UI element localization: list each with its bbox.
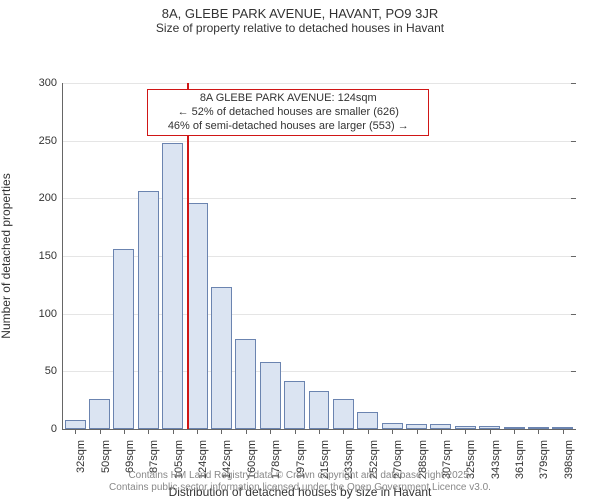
y-tick-label: 200	[39, 192, 63, 204]
y-tick-label: 100	[39, 308, 63, 320]
footer-line: Contains public sector information licen…	[0, 482, 600, 494]
histogram-bar	[309, 391, 330, 429]
histogram-bar	[357, 412, 378, 429]
histogram-bar	[162, 143, 183, 429]
histogram-bar	[65, 420, 86, 429]
histogram-bar	[235, 339, 256, 429]
title-line-2: Size of property relative to detached ho…	[0, 21, 600, 35]
histogram-bar	[260, 362, 281, 429]
annotation-line: ← 52% of detached houses are smaller (62…	[154, 106, 422, 120]
annotation-line: 8A GLEBE PARK AVENUE: 124sqm	[154, 92, 422, 106]
annotation-line: 46% of semi-detached houses are larger (…	[154, 120, 422, 134]
annotation-box: 8A GLEBE PARK AVENUE: 124sqm← 52% of det…	[147, 89, 429, 136]
x-tick-label: 32sqm	[75, 436, 87, 473]
gridline	[63, 83, 575, 84]
y-tick-label: 0	[51, 423, 63, 435]
gridline	[63, 141, 575, 142]
y-tick-label: 50	[45, 365, 63, 377]
footer-line: Contains HM Land Registry data © Crown c…	[0, 470, 600, 482]
histogram-bar	[333, 399, 354, 429]
title-line-1: 8A, GLEBE PARK AVENUE, HAVANT, PO9 3JR	[0, 0, 600, 21]
x-tick-label: 87sqm	[148, 436, 160, 473]
x-tick-label: 50sqm	[100, 436, 112, 473]
histogram-bar	[187, 203, 208, 429]
plot-area: 05010015020025030032sqm50sqm69sqm87sqm10…	[62, 83, 575, 430]
y-tick-label: 300	[39, 77, 63, 89]
y-axis-label: Number of detached properties	[0, 83, 13, 429]
histogram-bar	[113, 249, 134, 429]
attribution-footer: Contains HM Land Registry data © Crown c…	[0, 470, 600, 494]
histogram-bar	[138, 191, 159, 429]
histogram-bar	[211, 287, 232, 429]
y-tick-label: 250	[39, 135, 63, 147]
x-tick-label: 69sqm	[124, 436, 136, 473]
y-tick-label: 150	[39, 250, 63, 262]
histogram-bar	[284, 381, 305, 429]
histogram-bar	[89, 399, 110, 429]
